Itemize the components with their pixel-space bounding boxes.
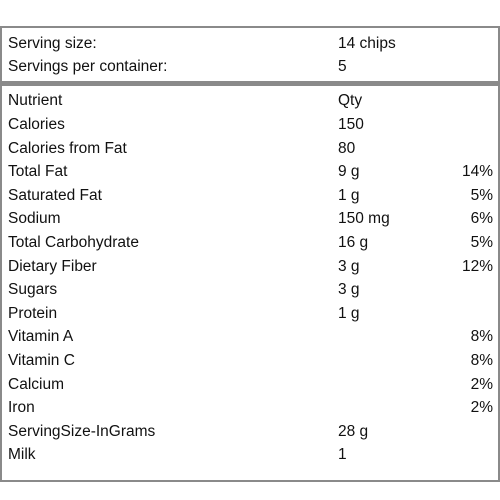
nutrient-daily-value: 12% (461, 257, 493, 275)
serving-size-row: Serving size: 14 chips (2, 32, 498, 55)
nutrient-daily-value: 8% (470, 352, 493, 369)
nutrient-column-header: Nutrient (8, 92, 63, 109)
nutrient-daily-value: 14% (461, 163, 493, 181)
table-row: Calories from Fat 80 (2, 137, 498, 160)
table-row: Protein 1 g (2, 302, 498, 325)
table-row: Iron 2% (2, 396, 498, 419)
table-row: ServingSize-InGrams 28 g (2, 420, 498, 443)
nutrient-name: Sodium (8, 210, 61, 228)
nutrient-daily-value: 6% (470, 210, 493, 228)
table-row: Vitamin C 8% (2, 349, 498, 372)
nutrient-qty: 3 g (338, 257, 360, 275)
nutrient-qty: 1 g (338, 186, 360, 204)
nutrient-name: Vitamin C (8, 352, 75, 369)
table-row: Calcium 2% (2, 373, 498, 396)
table-row: Vitamin A 8% (2, 325, 498, 348)
nutrient-daily-value: 2% (470, 375, 493, 393)
nutrient-daily-value: 5% (470, 234, 493, 251)
table-row: Total Carbohydrate 16 g 5% (2, 231, 498, 254)
nutrient-name: Total Carbohydrate (8, 234, 139, 251)
servings-per-container-label: Servings per container: (8, 58, 168, 75)
serving-size-value: 14 chips (338, 35, 396, 52)
nutrient-qty: 1 g (338, 304, 360, 322)
nutrient-name: Vitamin A (8, 328, 74, 346)
nutrient-name: Milk (8, 446, 36, 464)
qty-column-header: Qty (338, 92, 363, 109)
servings-per-container-row: Servings per container: 5 (2, 55, 498, 78)
nutrient-qty: 1 (338, 446, 347, 464)
nutrient-name: Saturated Fat (8, 186, 102, 204)
nutrient-name: Protein (8, 304, 58, 322)
table-row: Saturated Fat 1 g 5% (2, 184, 498, 207)
nutrient-qty: 16 g (338, 234, 369, 251)
serving-size-label: Serving size: (8, 35, 97, 52)
nutrient-qty: 150 (338, 116, 364, 133)
nutrition-label: Serving size: 14 chips Servings per cont… (0, 26, 500, 482)
nutrient-name: Calcium (8, 375, 64, 393)
nutrient-qty: 28 g (338, 422, 369, 440)
servings-per-container-value: 5 (338, 58, 347, 75)
nutrient-name: Iron (8, 399, 35, 417)
nutrient-name: Calories from Fat (8, 139, 127, 157)
serving-info: Serving size: 14 chips Servings per cont… (2, 28, 498, 81)
nutrient-qty: 150 mg (338, 210, 390, 228)
nutrient-name: Sugars (8, 281, 58, 299)
nutrient-qty: 9 g (338, 163, 360, 181)
nutrient-qty: 80 (338, 139, 356, 157)
table-row: Sodium 150 mg 6% (2, 207, 498, 230)
table-row: Total Fat 9 g 14% (2, 160, 498, 183)
nutrient-name: Total Fat (8, 163, 68, 181)
nutrient-name: Dietary Fiber (8, 257, 97, 275)
section-divider (2, 81, 498, 86)
nutrient-qty: 3 g (338, 281, 360, 299)
table-row: Calories 150 (2, 113, 498, 136)
nutrient-daily-value: 8% (470, 328, 493, 346)
table-header-row: Nutrient Qty (2, 89, 498, 112)
nutrient-daily-value: 5% (470, 186, 493, 204)
nutrient-name: ServingSize-InGrams (8, 422, 156, 440)
table-row: Dietary Fiber 3 g 12% (2, 255, 498, 278)
table-row: Milk 1 (2, 443, 498, 466)
nutrient-daily-value: 2% (470, 399, 493, 417)
nutrient-name: Calories (8, 116, 65, 133)
table-row: Sugars 3 g (2, 278, 498, 301)
